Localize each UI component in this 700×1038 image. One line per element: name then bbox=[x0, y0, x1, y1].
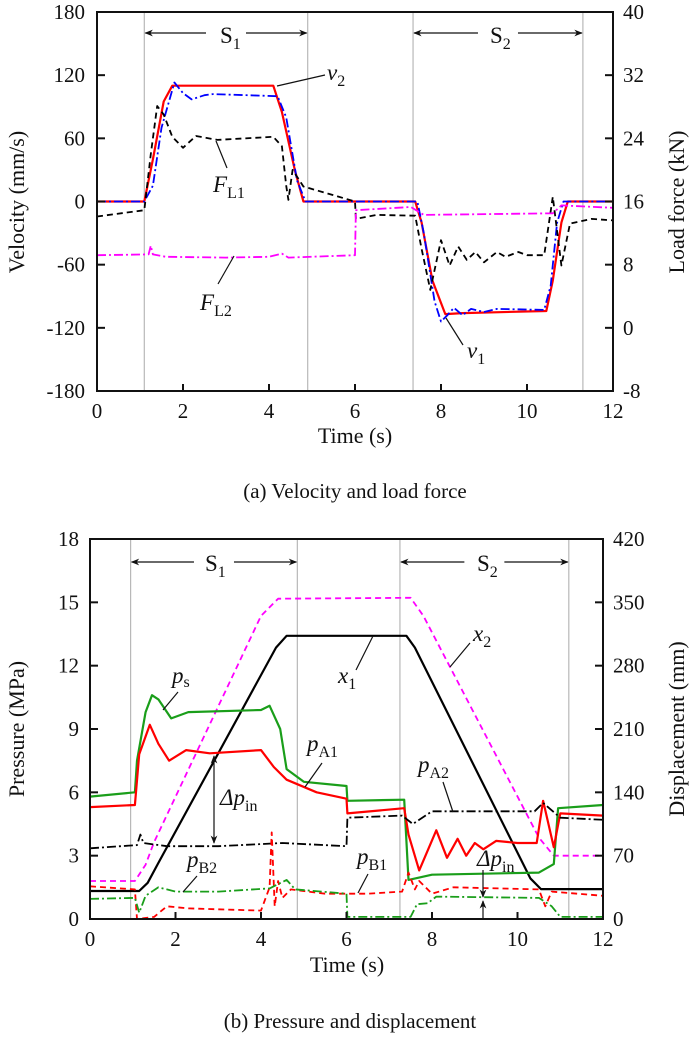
series-line-pb1 bbox=[89, 831, 604, 920]
annotation-pa2: pA2 bbox=[416, 752, 449, 782]
series-line-x2 bbox=[90, 596, 603, 882]
caption: (a) Velocity and load force bbox=[243, 479, 467, 503]
annotation-pb1: pB1 bbox=[355, 844, 387, 874]
y-left-tick-label: 0 bbox=[69, 907, 80, 931]
y-left-tick-label: 6 bbox=[69, 780, 80, 804]
y-right-tick-label: 140 bbox=[613, 780, 645, 804]
annotation-x1: x1 bbox=[337, 663, 356, 693]
leader-pa2 bbox=[442, 781, 454, 813]
y-left-tick-label: 18 bbox=[58, 527, 79, 551]
y-left-tick-label: -180 bbox=[47, 379, 86, 403]
series-line-pa2 bbox=[89, 802, 604, 850]
x-tick-label: 0 bbox=[85, 927, 96, 951]
leader-fl1 bbox=[215, 140, 228, 169]
x-tick-label: 8 bbox=[427, 927, 438, 951]
x-tick-label: 4 bbox=[264, 399, 275, 423]
y-right-tick-label: 0 bbox=[613, 907, 624, 931]
axes-frame bbox=[89, 538, 604, 920]
leader-x1 bbox=[355, 635, 374, 671]
series-line-pa1 bbox=[89, 723, 604, 872]
y-left-tick-label: 120 bbox=[54, 63, 86, 87]
x-tick-label: 0 bbox=[92, 399, 103, 423]
annotation-x2: x2 bbox=[472, 621, 491, 651]
y-right-tick-label: 40 bbox=[623, 0, 644, 24]
y-right-tick-label: 24 bbox=[623, 126, 645, 150]
caption: (b) Pressure and displacement bbox=[224, 1009, 477, 1033]
plot-area: 0 2 4 6 8 10 12-180-120-60060120180-8081624324… bbox=[47, 0, 645, 423]
series-line-pb2 bbox=[89, 879, 603, 918]
y-right-tick-label: 0 bbox=[623, 316, 634, 340]
y-right-tick-label: 280 bbox=[613, 654, 645, 678]
x-tick-label: 4 bbox=[256, 927, 267, 951]
y-left-tick-label: 180 bbox=[54, 0, 86, 24]
leader-ps bbox=[162, 691, 179, 711]
y-left-tick-label: -60 bbox=[57, 253, 85, 277]
annotation-fl2: FL2 bbox=[199, 290, 232, 320]
y-right-tick-label: 8 bbox=[623, 253, 634, 277]
x-tick-label: 12 bbox=[593, 927, 614, 951]
y-left-tick-label: -120 bbox=[47, 316, 86, 340]
y-right-tick-label: 32 bbox=[623, 63, 644, 87]
annotation-dpin-1: Δpin bbox=[219, 785, 257, 815]
leader-pb1 bbox=[357, 873, 369, 894]
y-right-tick-label: -8 bbox=[623, 379, 641, 403]
x-tick-label: 10 bbox=[517, 399, 538, 423]
y-left-tick-label: 15 bbox=[58, 590, 79, 614]
y-axis-left-label: Pressure (MPa) bbox=[4, 661, 29, 797]
y-left-tick-label: 3 bbox=[69, 844, 80, 868]
series-line-fl1 bbox=[96, 105, 614, 291]
series-line-v2 bbox=[97, 84, 613, 316]
stage-label-s2: S2 bbox=[477, 551, 498, 581]
series-line-x1 bbox=[90, 634, 603, 893]
y-axis-right-label: Load force (kN) bbox=[664, 131, 689, 274]
x-tick-label: 2 bbox=[170, 927, 181, 951]
x-axis-label: Time (s) bbox=[318, 423, 392, 448]
y-right-tick-label: 350 bbox=[613, 590, 645, 614]
y-right-tick-label: 420 bbox=[613, 527, 645, 551]
velocity-load-force-chart: 0 2 4 6 8 10 12-180-120-60060120180-8081624324… bbox=[4, 0, 689, 503]
leader-pb2 bbox=[182, 875, 198, 893]
stage-label-s2: S2 bbox=[490, 23, 511, 53]
y-left-tick-label: 12 bbox=[58, 654, 79, 678]
stage-label-s1: S1 bbox=[220, 23, 241, 53]
annotation-v2: v2 bbox=[327, 60, 345, 90]
y-right-tick-label: 16 bbox=[623, 190, 644, 214]
x-tick-label: 6 bbox=[341, 927, 352, 951]
y-right-tick-label: 210 bbox=[613, 717, 645, 741]
y-left-tick-label: 60 bbox=[64, 126, 85, 150]
leader-pa1 bbox=[304, 762, 323, 788]
stage-label-s1: S1 bbox=[205, 551, 226, 581]
x-tick-label: 10 bbox=[507, 927, 528, 951]
x-axis-label: Time (s) bbox=[310, 952, 384, 977]
annotation-ps: ps bbox=[170, 663, 190, 691]
annotation-pa1: pA1 bbox=[305, 731, 338, 761]
y-left-tick-label: 9 bbox=[69, 717, 80, 741]
y-left-tick-label: 0 bbox=[75, 190, 86, 214]
x-tick-label: 8 bbox=[436, 399, 447, 423]
leader-v2 bbox=[276, 74, 326, 87]
series-line-v1 bbox=[97, 81, 613, 323]
y-axis-right-label: Displacement (mm) bbox=[664, 641, 689, 816]
x-tick-label: 2 bbox=[178, 399, 189, 423]
annotation-dpin-2: Δpin bbox=[476, 846, 514, 876]
annotation-fl1: FL1 bbox=[212, 172, 245, 202]
leader-fl2 bbox=[217, 255, 235, 285]
x-tick-label: 6 bbox=[350, 399, 361, 423]
y-right-tick-label: 70 bbox=[613, 844, 634, 868]
annotation-v1: v1 bbox=[467, 338, 485, 368]
annotation-pb2: pB2 bbox=[185, 847, 217, 877]
series-line-ps bbox=[89, 694, 604, 881]
leader-x2 bbox=[449, 642, 471, 668]
leader-v1 bbox=[445, 317, 464, 346]
y-axis-left-label: Velocity (mm/s) bbox=[4, 131, 29, 273]
x-tick-label: 12 bbox=[603, 399, 624, 423]
